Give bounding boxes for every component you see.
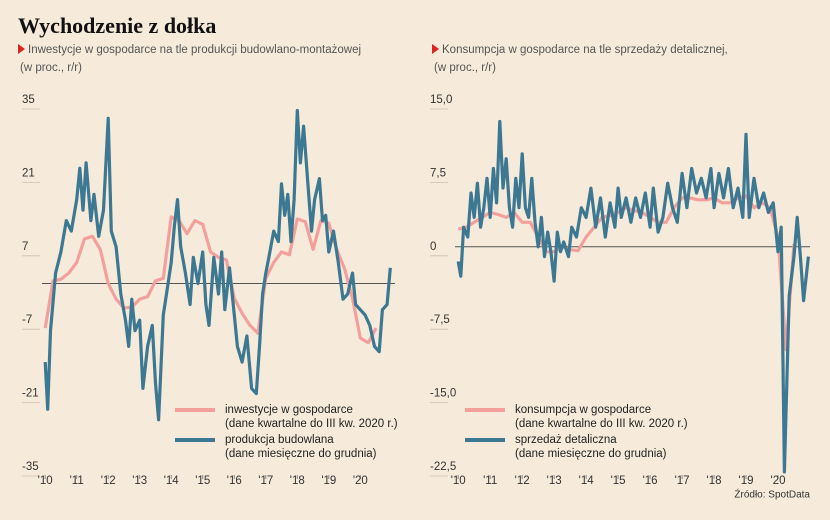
- chart-subtitle: (w proc., r/r): [434, 62, 496, 74]
- y-tick-label: 0: [430, 241, 436, 253]
- series-line: [456, 119, 810, 474]
- y-tick-label: 21: [22, 167, 35, 179]
- x-tick-label: '17: [258, 475, 273, 487]
- x-tick-label: '12: [515, 475, 530, 487]
- legend-note: (dane kwartalne do III kw. 2020 r.): [515, 418, 688, 430]
- page-title: Wychodzenie z dołka: [18, 13, 216, 38]
- legend-label: konsumpcja w gospodarce: [515, 404, 651, 416]
- legend-label: sprzedaż detaliczna: [515, 434, 617, 446]
- source: Źródło: SpotData: [734, 488, 810, 501]
- x-tick-label: '10: [451, 475, 466, 487]
- series-line: [43, 108, 392, 422]
- x-tick-label: '19: [321, 475, 336, 487]
- chart-subtitle: (w proc., r/r): [20, 62, 82, 74]
- y-tick-label: 7,5: [430, 167, 446, 179]
- series-line: [457, 194, 796, 352]
- legend-note: (dane miesięczne do grudnia): [225, 448, 377, 460]
- x-tick-label: '14: [164, 475, 180, 487]
- legend-label: inwestycje w gospodarce: [225, 404, 353, 416]
- subtitle-marker: [18, 44, 25, 54]
- subtitle-marker: [432, 44, 439, 54]
- y-tick-label: 15,0: [430, 94, 452, 106]
- y-tick-label: -22,5: [430, 461, 456, 473]
- y-tick-label: 35: [22, 94, 35, 106]
- legend-note: (dane miesięczne do grudnia): [515, 448, 667, 460]
- x-tick-label: '20: [353, 475, 368, 487]
- x-tick-label: '15: [611, 475, 626, 487]
- y-tick-label: -15,0: [430, 388, 456, 400]
- y-tick-label: 7: [22, 241, 28, 253]
- x-tick-label: '20: [771, 475, 786, 487]
- x-tick-label: '18: [290, 475, 305, 487]
- x-tick-label: '10: [38, 475, 53, 487]
- x-tick-label: '15: [195, 475, 210, 487]
- x-tick-label: '11: [70, 475, 84, 487]
- y-tick-label: -35: [22, 461, 39, 473]
- legend-note: (dane kwartalne do III kw. 2020 r.): [225, 418, 398, 430]
- x-tick-label: '16: [227, 475, 242, 487]
- x-tick-label: '19: [739, 475, 754, 487]
- y-tick-label: -7,5: [430, 314, 450, 326]
- chart-title: Konsumpcja w gospodarce na tle sprzedaży…: [442, 44, 728, 56]
- x-tick-label: '13: [132, 475, 147, 487]
- x-tick-label: '17: [675, 475, 690, 487]
- x-tick-label: '13: [547, 475, 562, 487]
- x-tick-label: '16: [643, 475, 658, 487]
- x-tick-label: '18: [707, 475, 722, 487]
- chart-title: Inwestycje w gospodarce na tle produkcji…: [28, 44, 361, 56]
- x-tick-label: '11: [483, 475, 497, 487]
- legend-label: produkcja budowlana: [225, 434, 334, 446]
- x-tick-label: '14: [579, 475, 595, 487]
- x-tick-label: '12: [101, 475, 116, 487]
- y-tick-label: -21: [22, 388, 39, 400]
- y-tick-label: -7: [22, 314, 32, 326]
